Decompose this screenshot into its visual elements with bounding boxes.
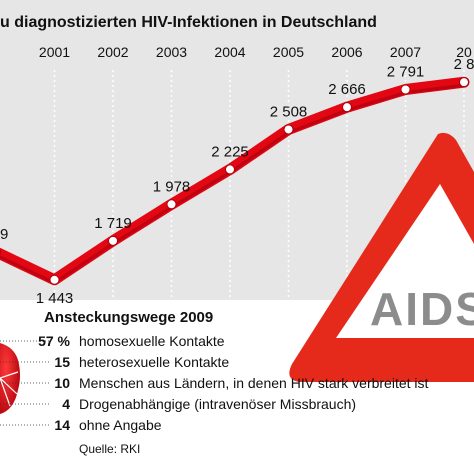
row-value: 57 %: [38, 333, 70, 349]
year-labels: 0200120022003200420052006200720: [0, 44, 472, 60]
row-label: heterosexuelle Kontakte: [79, 354, 229, 370]
row-value: 15: [54, 354, 70, 370]
row-value: 14: [54, 417, 70, 433]
year-label: 2007: [390, 44, 421, 60]
data-label: 2 508: [270, 103, 308, 120]
transmission-rows: 57 % homosexuelle Kontakte 15 heterosexuell…: [0, 333, 429, 433]
row-label: homosexuelle Kontakte: [79, 333, 225, 349]
data-label: 2 666: [328, 81, 366, 98]
year-label: 2004: [214, 44, 245, 60]
row-label: Drogenabhängige (intravenöser Missbrauch…: [79, 396, 356, 412]
year-label: 2005: [273, 44, 304, 60]
data-point: [108, 235, 118, 246]
transmission-pie: [0, 343, 20, 414]
data-label: 9: [0, 226, 8, 243]
data-label: 1 978: [153, 178, 191, 195]
pie-slice-divider: [0, 371, 19, 379]
year-label: 2002: [97, 44, 128, 60]
chart-title: u diagnostizierten HIV-Infektionen in De…: [0, 14, 377, 31]
year-label: 20: [456, 44, 472, 60]
pie-slice-divider: [0, 377, 11, 407]
sign-text: AIDS: [370, 283, 474, 335]
data-point: [225, 164, 235, 175]
source-note: Quelle: RKI: [79, 442, 140, 456]
year-label: 2003: [156, 44, 187, 60]
data-point: [283, 124, 294, 135]
data-points: [0, 77, 469, 285]
transmission-title: Ansteckungswege 2009: [44, 309, 213, 326]
aids-warning-sign: AIDS: [289, 132, 474, 382]
row-label: Menschen aus Ländern, in denen HIV stark…: [79, 375, 429, 391]
row-value: 4: [62, 396, 70, 412]
data-label: 2 225: [211, 143, 249, 160]
pie-slice-divider: [0, 377, 18, 395]
data-label: 1 443: [36, 290, 74, 307]
data-point: [166, 199, 177, 210]
pie-shape: [0, 343, 20, 414]
data-labels: 9 1 443 1 719 1 978 2 225 2 508 2 666 2 791 2 8: [0, 56, 474, 307]
data-label: 1 719: [94, 215, 132, 232]
row-value: 10: [54, 375, 70, 391]
data-point: [49, 274, 60, 285]
year-label: 2001: [39, 44, 70, 60]
header-band: [0, 0, 474, 42]
data-point: [459, 77, 469, 88]
data-point: [400, 84, 411, 95]
year-label: 2006: [331, 44, 362, 60]
data-point: [342, 102, 352, 113]
data-label: 2 791: [387, 64, 425, 81]
data-label: 2 8: [454, 56, 474, 73]
sign-inner-triangle: [336, 184, 474, 338]
data-point: [0, 249, 1, 255]
row-label: ohne Angabe: [79, 417, 162, 433]
